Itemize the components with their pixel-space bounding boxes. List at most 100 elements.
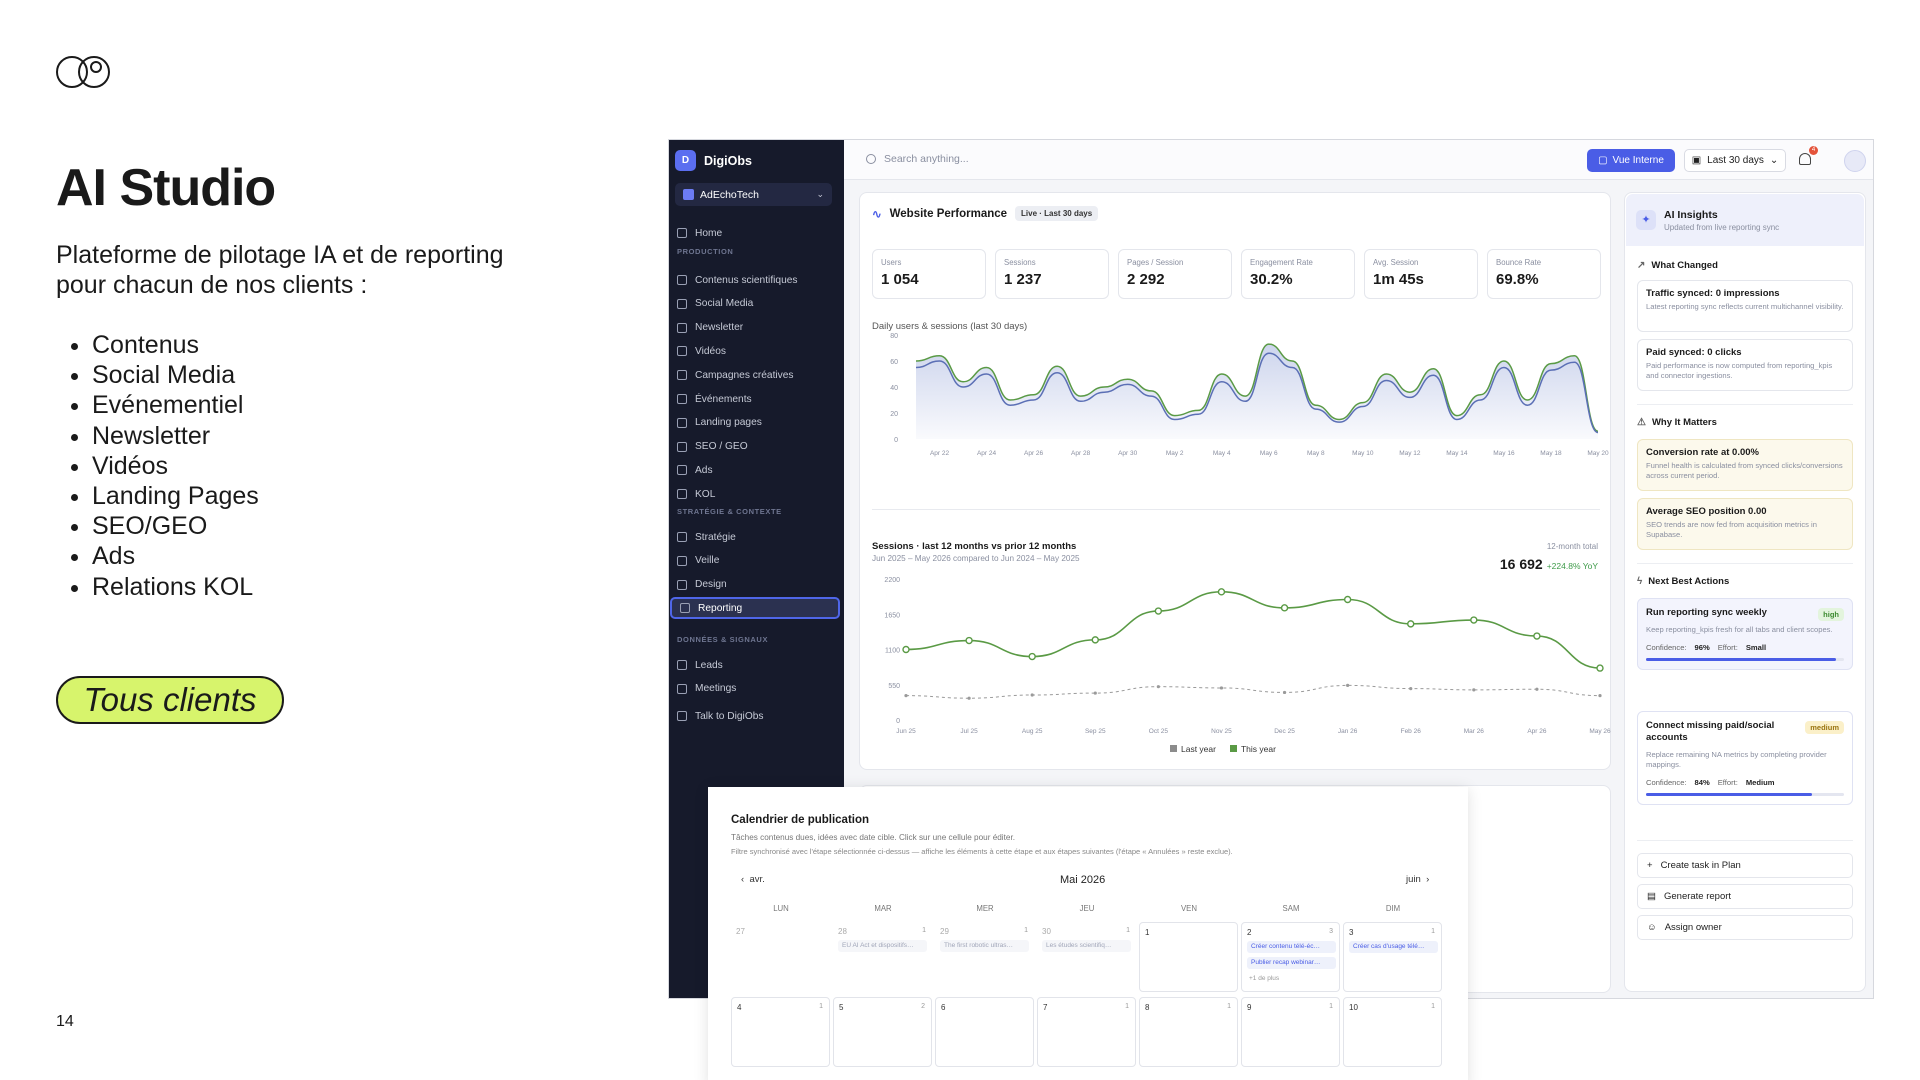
kpi-card: Pages / Session 2 292 bbox=[1118, 249, 1232, 299]
sidebar-item-production[interactable]: SEO / GEO bbox=[669, 436, 844, 458]
calendar-event[interactable]: The first robotic ultras… bbox=[940, 940, 1029, 952]
x-tick-label: May 26 bbox=[1589, 728, 1611, 735]
confidence-bar bbox=[1646, 658, 1844, 661]
sidebar-item-production-icon bbox=[677, 275, 687, 285]
insight-title: Average SEO position 0.00 bbox=[1646, 506, 1767, 517]
calendar-more-link[interactable]: +1 de plus bbox=[1249, 975, 1280, 982]
kpi-label: Avg. Session bbox=[1373, 258, 1419, 267]
sidebar-item-strategy[interactable]: Veille bbox=[669, 550, 844, 572]
calendar-day-cell[interactable]: 1 bbox=[1139, 922, 1238, 992]
calendar-day-cell[interactable]: 29 1 The first robotic ultras… bbox=[935, 922, 1034, 992]
sidebar-item-production[interactable]: Campagnes créatives bbox=[669, 364, 844, 386]
sidebar-item-production[interactable]: KOL bbox=[669, 483, 844, 505]
brand-initial: D bbox=[675, 150, 696, 171]
sidebar-item-strategy[interactable]: Design bbox=[669, 574, 844, 596]
calendar-day-number: 3 bbox=[1349, 928, 1354, 937]
sidebar-item-home[interactable]: Home bbox=[669, 222, 844, 244]
quick-action-button[interactable]: ☺ Assign owner bbox=[1637, 915, 1853, 940]
sidebar-item-production[interactable]: Vidéos bbox=[669, 340, 844, 362]
y-tick-label: 0 bbox=[896, 718, 900, 725]
sidebar-item-production[interactable]: Social Media bbox=[669, 293, 844, 315]
sidebar-item-reporting[interactable]: Reporting bbox=[670, 597, 840, 620]
calendar-day-cell[interactable]: 2 3 Créer contenu télé-éc… Publier recap we… bbox=[1241, 922, 1340, 992]
calendar-day-cell[interactable]: 30 1 Les études scientifiq… bbox=[1037, 922, 1136, 992]
calendar-weekday: JEU bbox=[1079, 904, 1095, 913]
kpi-value: 1 054 bbox=[881, 271, 919, 288]
sidebar-item-production[interactable]: Contenus scientifiques bbox=[669, 269, 844, 291]
sidebar-item-talk-icon bbox=[677, 711, 687, 721]
calendar-day-cell[interactable]: 10 1 bbox=[1343, 997, 1442, 1067]
quick-action-button[interactable]: + Create task in Plan bbox=[1637, 853, 1853, 878]
sidebar-item-label: Campagnes créatives bbox=[695, 369, 794, 381]
calendar-event[interactable]: Publier recap webinar… bbox=[1247, 957, 1336, 969]
avatar[interactable] bbox=[1844, 150, 1866, 172]
notification-badge: 4 bbox=[1809, 146, 1818, 155]
vue-interne-button[interactable]: ▢ Vue Interne bbox=[1587, 149, 1675, 172]
kpi-label: Engagement Rate bbox=[1250, 258, 1313, 267]
calendar-day-cell[interactable]: 6 bbox=[935, 997, 1034, 1067]
quick-action-button[interactable]: ▤ Generate report bbox=[1637, 884, 1853, 909]
calendar-weekday: MAR bbox=[874, 904, 892, 913]
series-line-last-year bbox=[905, 684, 1601, 699]
calendar-event[interactable]: Créer cas d'usage télé… bbox=[1349, 941, 1438, 953]
website-performance-title: Website Performance bbox=[889, 207, 1008, 220]
sidebar-item-talk[interactable]: Talk to DigiObs bbox=[669, 705, 844, 727]
feature-item: Evénementiel bbox=[92, 390, 259, 420]
sidebar-item-production-icon bbox=[677, 465, 687, 476]
sidebar-item-production[interactable]: Newsletter bbox=[669, 317, 844, 339]
legend-last-year-label: Last year bbox=[1181, 744, 1216, 754]
sidebar-item-label: Social Media bbox=[695, 298, 754, 310]
sidebar-item-label: Leads bbox=[695, 659, 723, 671]
calendar-event[interactable]: Créer contenu télé-éc… bbox=[1247, 941, 1336, 953]
client-selector[interactable]: AdEchoTech ⌄ bbox=[675, 183, 832, 206]
user-icon: ☺ bbox=[1647, 922, 1657, 933]
sidebar-item-production[interactable]: Landing pages bbox=[669, 412, 844, 434]
calendar-day-cell[interactable]: 27 bbox=[731, 922, 830, 992]
confidence-value: 96% bbox=[1694, 643, 1710, 652]
sidebar-item-production[interactable]: Ads bbox=[669, 459, 844, 481]
x-tick-label: May 10 bbox=[1352, 450, 1374, 457]
priority-badge: high bbox=[1818, 608, 1844, 621]
action-card[interactable]: Connect missing paid/social accounts medi… bbox=[1637, 711, 1853, 805]
sidebar-item-strategy[interactable]: Stratégie bbox=[669, 526, 844, 548]
calendar-event[interactable]: Les études scientifiq… bbox=[1042, 940, 1131, 952]
calendar-next-button[interactable]: juin › bbox=[1406, 874, 1430, 885]
legend-this-year: This year bbox=[1229, 744, 1276, 754]
point-last-year bbox=[1093, 691, 1097, 695]
point-this-year bbox=[1280, 604, 1289, 612]
date-range-selector[interactable]: ▣ Last 30 days ⌄ bbox=[1684, 149, 1786, 172]
priority-badge: medium bbox=[1805, 721, 1844, 734]
sidebar-item-production-icon bbox=[677, 346, 687, 357]
y-tick-label: 1650 bbox=[884, 612, 900, 619]
insight-card-warning: Average SEO position 0.00 SEO trends are … bbox=[1637, 498, 1853, 550]
sidebar-item-production[interactable]: Événements bbox=[669, 388, 844, 410]
calendar-day-number: 6 bbox=[941, 1003, 946, 1012]
ai-insights-title: AI Insights bbox=[1664, 209, 1718, 221]
calendar-day-cell[interactable]: 28 1 EU AI Act et dispositifs… bbox=[833, 922, 932, 992]
y-tick-label: 60 bbox=[890, 359, 898, 366]
sidebar-brand[interactable]: D DigiObs bbox=[675, 150, 752, 171]
point-this-year bbox=[965, 636, 973, 645]
sidebar-item-data[interactable]: Meetings bbox=[669, 678, 844, 700]
calendar-prev-button[interactable]: ‹ avr. bbox=[741, 874, 765, 885]
y-tick-label: 80 bbox=[890, 333, 898, 340]
live-badge: Live · Last 30 days bbox=[1015, 206, 1099, 221]
action-meta: Confidence: 84% Effort: Medium bbox=[1646, 778, 1844, 787]
sidebar-item-data[interactable]: Leads bbox=[669, 654, 844, 676]
search-input[interactable]: Search anything... bbox=[866, 153, 969, 165]
confidence-label: Confidence: bbox=[1646, 643, 1687, 652]
calendar-day-number: 7 bbox=[1043, 1003, 1048, 1012]
action-card[interactable]: Run reporting sync weekly high Keep report… bbox=[1637, 598, 1853, 670]
quick-action-label: Create task in Plan bbox=[1660, 860, 1741, 871]
divider bbox=[1637, 404, 1853, 405]
bell-icon[interactable] bbox=[1799, 153, 1811, 165]
calendar-day-cell[interactable]: 3 1 Créer cas d'usage télé… bbox=[1343, 922, 1442, 992]
calendar-event[interactable]: EU AI Act et dispositifs… bbox=[838, 940, 927, 952]
x-tick-label: May 18 bbox=[1540, 450, 1562, 457]
sidebar-item-production-icon bbox=[677, 298, 687, 309]
